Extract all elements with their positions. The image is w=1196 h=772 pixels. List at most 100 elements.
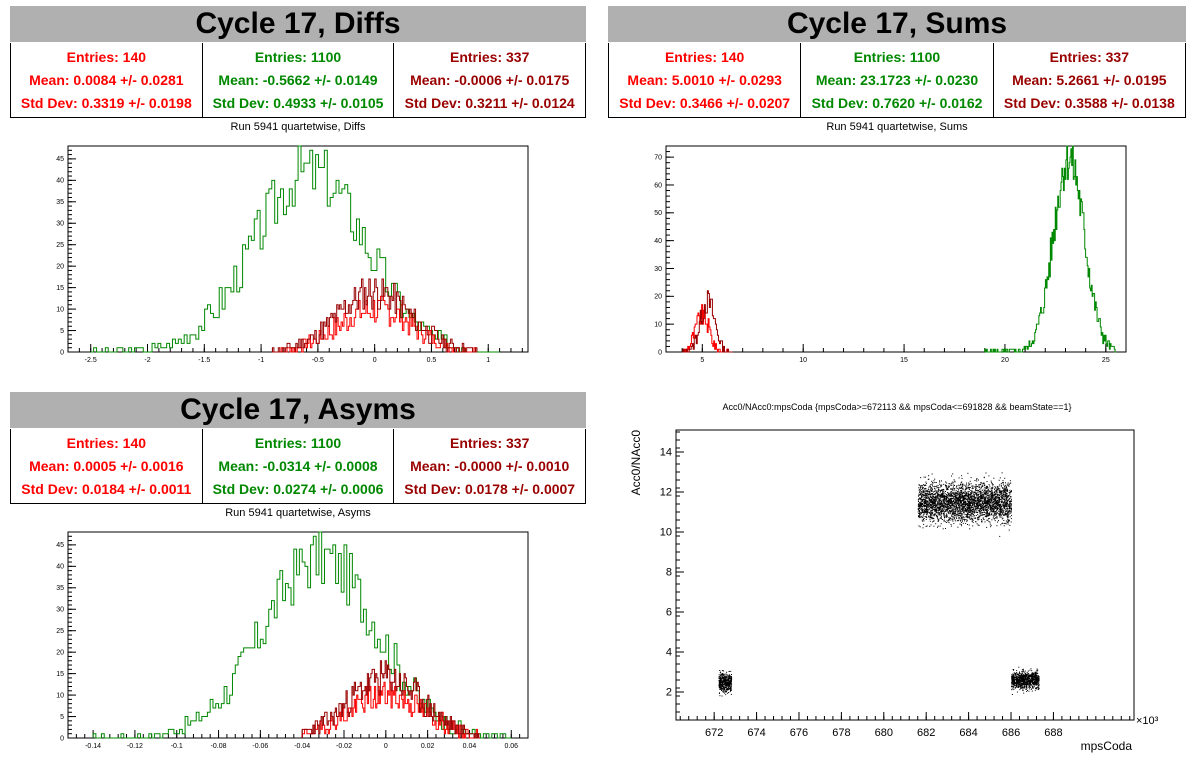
scatter-point [927,501,929,503]
scatter-point [971,509,973,511]
scatter-point [920,494,922,496]
scatter-point [1027,686,1029,688]
diffs-xtick-label: -1 [258,357,264,364]
scatter-point [961,478,963,479]
scatter-xtick-label: 688 [1044,727,1062,739]
scatter-point [946,494,947,496]
scatter-point [1000,493,1002,495]
scatter-point [729,677,731,679]
scatter-point [1019,671,1020,673]
scatter-point [1003,514,1004,516]
scatter-point [974,510,976,512]
scatter-point [720,681,722,682]
scatter-point [950,495,952,497]
scatter-point [941,494,943,496]
scatter-point [966,510,968,512]
scatter-point [1010,518,1012,520]
scatter-point [986,486,988,488]
scatter-point [949,494,951,496]
scatter-point [996,494,998,496]
scatter-point [731,683,733,685]
scatter-point [1003,499,1005,501]
scatter-point [973,496,975,498]
scatter-point [1001,508,1003,510]
scatter-point [1010,511,1012,513]
scatter-point [969,509,970,511]
scatter-point [1000,491,1002,493]
scatter-point [953,495,955,497]
scatter-point [971,499,973,501]
scatter-point [953,506,955,508]
scatter-point [991,511,993,513]
scatter-point [951,494,953,496]
scatter-point [935,497,937,499]
scatter-point [1019,689,1021,691]
scatter-point [722,680,724,682]
scatter-point [935,482,937,484]
scatter-point [999,504,1001,506]
scatter-point [960,515,962,517]
scatter-point [952,504,954,506]
scatter-point [964,495,966,497]
scatter-point [721,685,723,687]
scatter-point [981,504,983,506]
scatter-point [963,506,965,508]
scatter-point [977,495,979,497]
scatter-point [1024,686,1026,688]
scatter-point [939,480,941,482]
scatter-point [1028,690,1030,692]
scatter-point [929,516,931,518]
scatter-point [984,511,986,513]
scatter-point [989,505,991,507]
scatter-point [965,485,967,487]
scatter-point [980,507,982,509]
scatter-point [968,497,969,498]
scatter-point [925,490,927,492]
scatter-point [922,516,924,518]
scatter-point [948,486,950,488]
scatter-point [998,497,1000,499]
scatter-point [941,489,942,491]
scatter-point [979,506,981,508]
scatter-point [1009,506,1010,508]
scatter-point [964,494,966,496]
scatter-point [941,485,942,487]
scatter-point [942,503,944,505]
scatter-point [960,521,962,523]
scatter-point [1031,681,1033,682]
scatter-point [985,509,987,510]
scatter-xtick-label: 682 [917,727,935,739]
scatter-point [991,498,993,500]
scatter-point [940,501,942,503]
scatter-point [1037,681,1039,683]
diffs-ytick-label: 25 [56,242,64,249]
sums-entries-3: Entries: 337 [1049,48,1129,65]
scatter-point [951,511,953,513]
scatter-point [972,499,974,501]
diffs-mean-3: Mean: -0.0006 +/- 0.0175 [410,71,570,88]
scatter-point [987,497,989,499]
scatter-point [1008,519,1010,521]
scatter-point [998,496,1000,498]
scatter-point [960,501,962,503]
scatter-point [930,499,932,500]
scatter-point [999,488,1001,490]
scatter-point [731,689,732,691]
scatter-point [947,507,949,509]
scatter-point [922,510,923,512]
scatter-point [1025,673,1027,675]
scatter-point [919,487,921,489]
scatter-point [994,511,996,513]
scatter-point [943,519,945,521]
scatter-point [937,502,939,504]
diffs-ytick-label: 35 [56,199,64,206]
scatter-point [949,507,950,509]
scatter-point [933,525,935,527]
scatter-point [995,493,997,495]
scatter-point [1001,498,1003,499]
scatter-point [944,517,946,519]
scatter-point [1002,511,1004,513]
scatter-point [942,500,944,502]
scatter-point [950,511,952,512]
scatter-point [995,502,997,503]
